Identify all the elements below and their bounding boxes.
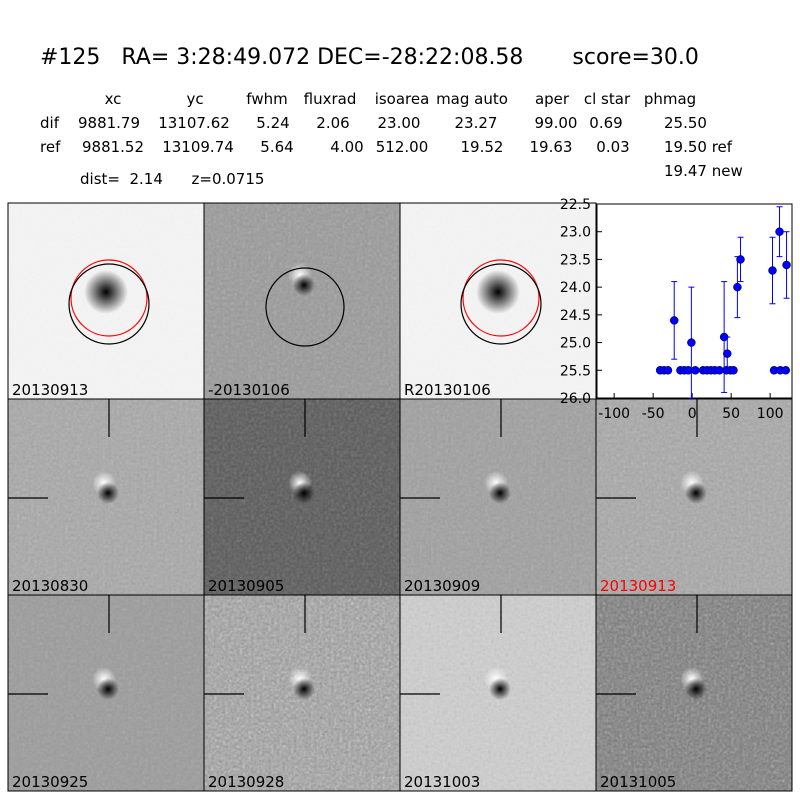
y-tick-label: 25.0 <box>560 336 591 352</box>
point <box>669 316 679 325</box>
title: #125 RA= 3:28:49.072 DEC=-28:22:08.58 sc… <box>40 45 699 70</box>
point <box>781 366 791 375</box>
residual-dark <box>293 482 315 504</box>
y-tick-label: 24.0 <box>560 280 591 296</box>
table-cell: 23.00 <box>378 114 421 132</box>
table-cell: 9881.79 <box>78 114 140 132</box>
table-cell: 5.24 <box>256 114 289 132</box>
table-cell: 19.50 ref <box>664 138 733 156</box>
table-cell: 5.64 <box>260 138 293 156</box>
info: dist= 2.14 z=0.0715 <box>80 170 264 188</box>
aperture-circle <box>460 263 542 345</box>
column-header: fluxrad <box>304 90 357 108</box>
x-tick-label: 0 <box>688 406 697 422</box>
residual-dark <box>489 678 511 700</box>
table-cell: 0.69 <box>589 114 622 132</box>
source-blob <box>84 270 128 314</box>
source-blob <box>476 270 520 314</box>
aperture-circle <box>68 263 150 345</box>
point <box>691 366 700 375</box>
panel-label: 20130830 <box>12 577 88 595</box>
table-cell: 19.63 <box>530 138 573 156</box>
y-tick-label: 23.5 <box>560 252 591 268</box>
table-cell: 0.03 <box>596 138 629 156</box>
table-cell: 2.06 <box>316 114 349 132</box>
x-tick-label: 50 <box>722 406 740 422</box>
residual-dark <box>97 482 119 504</box>
y-tick-label: 24.5 <box>560 308 591 324</box>
x-tick-label: 100 <box>757 406 784 422</box>
y-tick-label: 22.5 <box>560 197 591 213</box>
point <box>687 338 696 347</box>
residual-dark <box>97 678 119 700</box>
ref-circle <box>462 259 540 337</box>
table-cell: 13109.74 <box>162 138 234 156</box>
table-cell: dif <box>40 114 60 132</box>
panel-label: 20131005 <box>600 773 676 791</box>
table-cell: 23.27 <box>455 114 498 132</box>
panel-label: 20131003 <box>404 773 480 791</box>
point <box>775 227 784 236</box>
panel-label: 20130913 <box>12 381 88 399</box>
column-header: xc <box>105 90 122 108</box>
table-cell: 99.00 <box>535 114 578 132</box>
residual-dark <box>685 678 707 700</box>
residual-dark <box>685 482 707 504</box>
column-header: aper <box>535 90 570 108</box>
column-header: isoarea <box>375 90 430 108</box>
point <box>663 366 673 375</box>
panel-label: 20130913 <box>600 577 676 595</box>
column-header: fwhm <box>246 90 287 108</box>
image-noise <box>204 203 400 399</box>
ref-circle <box>70 259 148 337</box>
panel-label: 20130909 <box>404 577 480 595</box>
column-header: mag auto <box>436 90 508 108</box>
table-cell: 4.00 <box>330 138 363 156</box>
y-tick-label: 25.5 <box>560 363 591 379</box>
residual-dark <box>489 482 511 504</box>
point <box>782 260 791 270</box>
table-cell: 13107.62 <box>158 114 230 132</box>
residual-dark <box>293 274 315 296</box>
point <box>729 366 738 375</box>
x-tick-label: -50 <box>642 406 665 422</box>
column-header: phmag <box>644 90 696 108</box>
y-tick-label: 26.0 <box>560 391 591 407</box>
table-cell: ref <box>40 138 61 156</box>
panel-label: 20130928 <box>208 773 284 791</box>
extra: 19.47 new <box>664 162 743 180</box>
point <box>768 266 777 275</box>
plot-area <box>596 203 793 399</box>
column-header: cl star <box>584 90 631 108</box>
column-header: yc <box>186 90 203 108</box>
panel-label: R20130106 <box>404 381 491 399</box>
table-cell: 25.50 <box>664 114 707 132</box>
x-tick-label: -100 <box>598 406 630 422</box>
y-tick-label: 23.0 <box>560 225 591 241</box>
table-cell: 512.00 <box>376 138 429 156</box>
residual-dark <box>293 678 315 700</box>
panel-label: 20130905 <box>208 577 284 595</box>
table-cell: 9881.52 <box>82 138 144 156</box>
point <box>723 349 732 358</box>
point <box>733 282 742 292</box>
panel-label: 20130925 <box>12 773 88 791</box>
panel-border <box>595 594 793 792</box>
aperture-circle <box>265 267 345 347</box>
point <box>736 255 745 264</box>
table-cell: 19.52 <box>461 138 504 156</box>
panel-label: -20130106 <box>208 381 290 399</box>
